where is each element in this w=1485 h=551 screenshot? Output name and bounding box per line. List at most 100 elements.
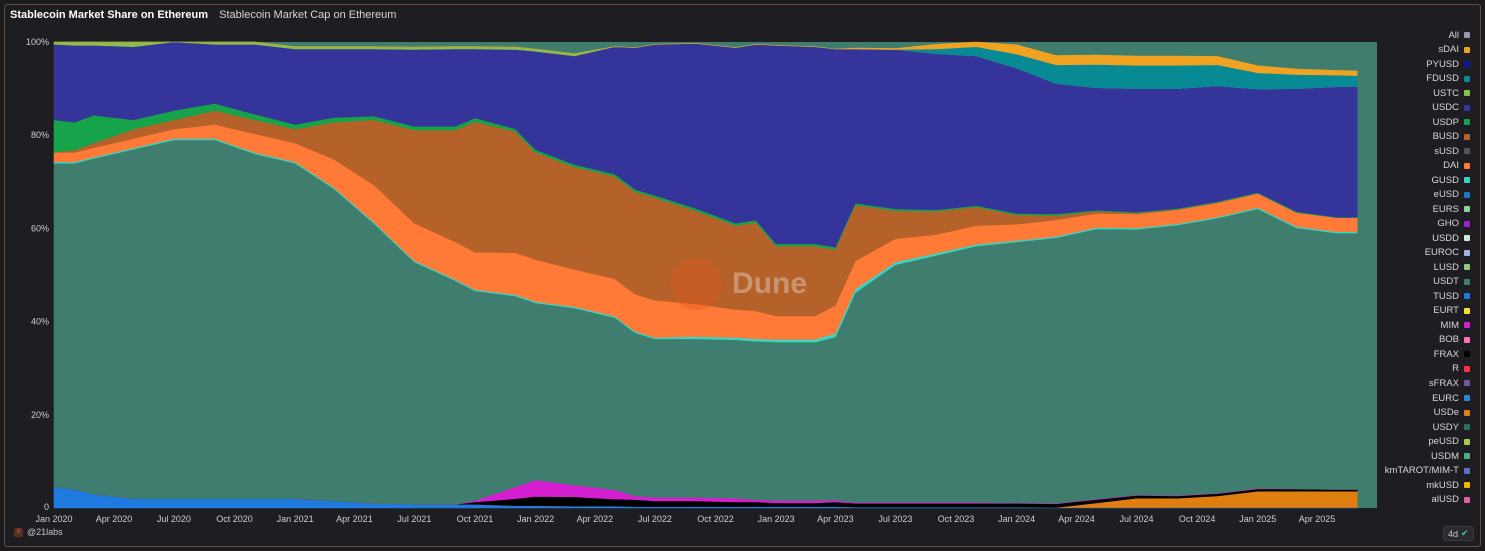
legend-swatch	[1464, 409, 1470, 416]
x-tick-label: Apr 2021	[336, 514, 373, 524]
legend-label: peUSD	[1428, 436, 1459, 448]
legend-label: USDT	[1433, 276, 1459, 288]
legend-label: eUSD	[1433, 189, 1459, 201]
legend-item[interactable]: alUSD	[1432, 493, 1470, 506]
x-tick-label: Oct 2020	[216, 514, 253, 524]
query-age-badge[interactable]: 4d ✔	[1443, 526, 1474, 541]
legend-label: alUSD	[1431, 494, 1459, 506]
legend-item[interactable]: PYUSD	[1426, 57, 1470, 71]
legend-label: sDAI	[1438, 44, 1459, 56]
tab-market-share[interactable]: Stablecoin Market Share on Ethereum	[10, 9, 209, 21]
x-tick-label: Apr 2020	[96, 514, 133, 524]
legend-item[interactable]: USDT	[1433, 275, 1470, 289]
chart-legend: All sDAI PYUSD FDUSD USTC USDC USDP BUSD sUSD DAI…	[1380, 28, 1470, 506]
x-tick-label: Jan 2025	[1239, 514, 1276, 524]
legend-item[interactable]: USDe	[1434, 406, 1470, 420]
y-tick-label: 60%	[31, 223, 49, 233]
legend-item[interactable]: GHO	[1437, 217, 1470, 231]
legend-item[interactable]: LUSD	[1434, 260, 1470, 274]
legend-item[interactable]: BOB	[1439, 333, 1470, 347]
legend-label: USDe	[1433, 407, 1459, 419]
legend-swatch	[1464, 453, 1470, 460]
legend-item[interactable]: MIM	[1441, 318, 1470, 332]
legend-item[interactable]: USDD	[1432, 231, 1470, 245]
legend-swatch	[1464, 365, 1470, 372]
legend-item[interactable]: kmTAROT/MIM-T	[1385, 464, 1470, 478]
legend-item[interactable]: USDP	[1433, 115, 1470, 129]
x-tick-label: Jan 2022	[517, 514, 554, 524]
legend-swatch	[1464, 162, 1470, 169]
x-tick-label: Apr 2025	[1299, 514, 1336, 524]
legend-label: MIM	[1440, 319, 1459, 331]
legend-swatch	[1464, 424, 1470, 431]
legend-swatch	[1464, 235, 1470, 242]
legend-item[interactable]: peUSD	[1428, 435, 1470, 449]
legend-swatch	[1464, 133, 1470, 140]
legend-label: TUSD	[1433, 290, 1459, 302]
legend-swatch	[1464, 438, 1470, 445]
y-tick-label: 80%	[31, 130, 49, 140]
legend-swatch	[1464, 206, 1470, 213]
legend-label: USDM	[1431, 450, 1459, 462]
legend-item[interactable]: eUSD	[1434, 188, 1470, 202]
dune-watermark: Dune	[670, 258, 807, 310]
legend-label: EURC	[1432, 392, 1459, 404]
x-tick-label: Jul 2024	[1119, 514, 1153, 524]
x-tick-label: Apr 2022	[577, 514, 614, 524]
legend-label: DAI	[1443, 160, 1459, 172]
legend-label: BOB	[1438, 334, 1459, 346]
legend-label: mkUSD	[1426, 479, 1459, 491]
x-tick-label: Apr 2023	[817, 514, 854, 524]
legend-swatch	[1464, 75, 1470, 82]
legend-swatch	[1464, 191, 1470, 198]
legend-item[interactable]: BUSD	[1433, 130, 1470, 144]
legend-item[interactable]: USTC	[1433, 86, 1470, 100]
legend-label: USTC	[1433, 87, 1459, 99]
tab-market-cap[interactable]: Stablecoin Market Cap on Ethereum	[219, 9, 397, 21]
legend-item[interactable]: All	[1448, 28, 1470, 42]
x-tick-label: Jul 2020	[157, 514, 191, 524]
legend-item[interactable]: EURC	[1432, 391, 1470, 405]
legend-item[interactable]: EURT	[1433, 304, 1470, 318]
legend-item[interactable]: FDUSD	[1426, 72, 1470, 86]
x-tick-label: Jan 2020	[35, 514, 72, 524]
legend-item[interactable]: TUSD	[1433, 289, 1470, 303]
legend-swatch	[1464, 90, 1470, 97]
legend-label: FRAX	[1433, 348, 1459, 360]
x-tick-label: Jul 2022	[638, 514, 672, 524]
legend-item[interactable]: DAI	[1443, 159, 1470, 173]
legend-item[interactable]: sFRAX	[1429, 376, 1470, 390]
legend-swatch	[1464, 496, 1470, 503]
legend-label: sFRAX	[1428, 377, 1459, 389]
x-tick-label: Jan 2023	[758, 514, 795, 524]
legend-item[interactable]: sUSD	[1434, 144, 1470, 158]
legend-item[interactable]: FRAX	[1434, 347, 1470, 361]
area-series-sdai	[54, 41, 1358, 76]
legend-label: EUROC	[1424, 247, 1459, 259]
legend-swatch	[1464, 249, 1470, 256]
legend-label: GUSD	[1431, 174, 1459, 186]
legend-label: EURS	[1432, 203, 1459, 215]
legend-item[interactable]: USDM	[1431, 449, 1470, 463]
legend-swatch	[1464, 46, 1470, 53]
x-tick-label: Oct 2021	[457, 514, 494, 524]
legend-swatch	[1464, 322, 1470, 329]
legend-item[interactable]: mkUSD	[1426, 478, 1470, 492]
author-credit[interactable]: // @21labs	[14, 527, 63, 537]
legend-swatch	[1464, 220, 1470, 227]
legend-item[interactable]: USDC	[1432, 101, 1470, 115]
tab-bar: Stablecoin Market Share on Ethereum Stab…	[10, 9, 396, 21]
watermark-text: Dune	[732, 267, 807, 300]
legend-swatch	[1464, 380, 1470, 387]
legend-item[interactable]: EUROC	[1425, 246, 1470, 260]
legend-item[interactable]: R	[1452, 362, 1470, 376]
legend-swatch	[1464, 336, 1470, 343]
legend-item[interactable]: USDY	[1433, 420, 1470, 434]
x-tick-label: Oct 2024	[1179, 514, 1216, 524]
legend-label: PYUSD	[1426, 58, 1459, 70]
author-name: @21labs	[27, 527, 63, 537]
legend-item[interactable]: GUSD	[1432, 173, 1470, 187]
legend-swatch	[1464, 482, 1470, 489]
legend-item[interactable]: sDAI	[1438, 43, 1470, 57]
legend-item[interactable]: EURS	[1433, 202, 1470, 216]
